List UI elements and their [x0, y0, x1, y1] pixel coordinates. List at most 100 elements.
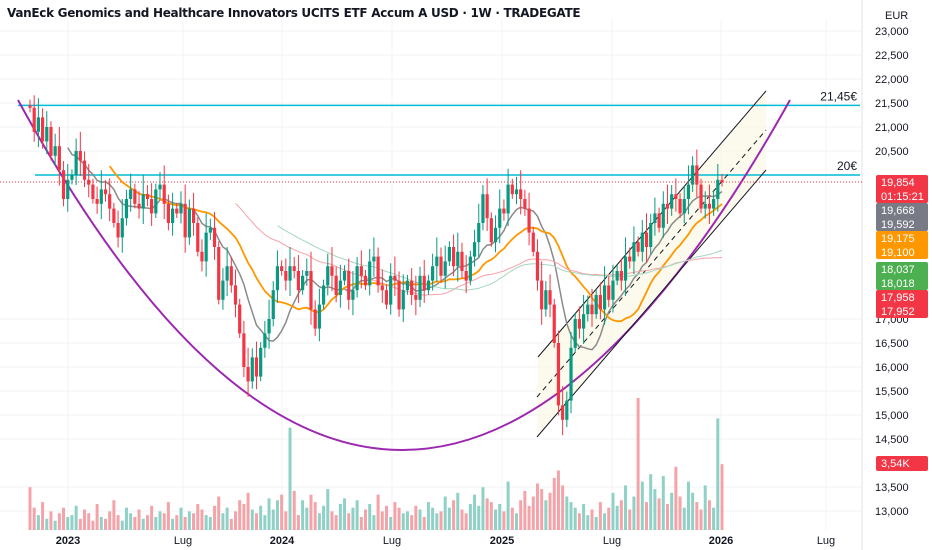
- candle-body: [657, 213, 661, 228]
- candle-body: [246, 367, 250, 382]
- candle-body: [342, 271, 347, 281]
- candle-body: [426, 280, 431, 291]
- candle: [129, 173, 133, 212]
- time-axis[interactable]: 2023 Lug 2024 Lug 2025 Lug 2026 Lug: [56, 535, 835, 547]
- price-tick: 16,000: [875, 362, 909, 374]
- volume-bar: [351, 507, 355, 530]
- candle: [498, 189, 502, 244]
- candle-body: [368, 261, 372, 286]
- candle-body: [120, 218, 124, 238]
- candle: [187, 199, 191, 245]
- volume-bar: [707, 500, 711, 530]
- candle: [70, 169, 74, 185]
- candle-body: [359, 266, 363, 276]
- last-price-tag: 01:15:21: [881, 191, 924, 203]
- candle: [91, 178, 95, 204]
- candle-body: [95, 199, 99, 204]
- candle: [514, 176, 519, 205]
- candle-body: [393, 275, 397, 281]
- candle-body: [443, 261, 447, 276]
- volume-bar: [657, 498, 661, 530]
- volume-bar: [57, 513, 61, 530]
- candle-body: [422, 275, 426, 291]
- volume-bar: [527, 505, 531, 530]
- candle: [108, 178, 112, 222]
- volume-bar: [544, 500, 548, 530]
- candle: [636, 236, 640, 257]
- candle: [288, 247, 292, 296]
- candle-body: [535, 251, 540, 281]
- volume-bar: [397, 507, 401, 530]
- volume-bar: [653, 489, 657, 530]
- candle: [468, 250, 472, 286]
- candle-body: [112, 208, 116, 223]
- candle: [418, 266, 422, 308]
- volume-bar: [645, 502, 649, 530]
- candle: [544, 281, 548, 317]
- price-tick: 15,000: [875, 410, 909, 422]
- candle-body: [477, 223, 481, 243]
- volume-bar: [401, 513, 405, 530]
- candle: [347, 258, 351, 310]
- volume-bar: [250, 509, 254, 530]
- candle: [259, 342, 263, 382]
- volume-bar: [716, 418, 720, 530]
- time-tick: 2023: [56, 535, 80, 547]
- candle-body: [519, 189, 523, 199]
- volume-bar: [418, 509, 422, 530]
- candle: [49, 121, 53, 161]
- volume-bar: [502, 511, 506, 530]
- candle-body: [61, 170, 66, 199]
- ma-mid-tag: 19,100: [881, 247, 915, 259]
- candle: [133, 183, 137, 209]
- volume-bar: [280, 494, 284, 530]
- candle-body: [288, 266, 292, 281]
- candle-body: [326, 266, 330, 286]
- candle-body: [280, 266, 284, 271]
- candle-body: [208, 227, 212, 233]
- candle-body: [158, 184, 162, 190]
- candle: [284, 258, 288, 291]
- candle-body: [347, 271, 351, 300]
- candle-body: [594, 295, 598, 315]
- volume-bar: [712, 507, 716, 530]
- candle-body: [321, 285, 326, 305]
- volume-bar: [393, 502, 397, 530]
- candle-body: [544, 290, 548, 310]
- candle-body: [175, 208, 179, 214]
- price-axis[interactable]: EUR 23,000 22,500 22,000 21,500 21,000 20,500 1…: [875, 10, 909, 518]
- volume-bar: [678, 496, 682, 530]
- candle: [611, 264, 615, 313]
- candle-body: [670, 194, 674, 209]
- candle: [397, 271, 401, 317]
- volume-bar: [267, 498, 271, 530]
- volume-pane: [28, 397, 724, 530]
- candle: [225, 247, 229, 296]
- volume-bar: [221, 513, 225, 530]
- volume-bar: [481, 487, 485, 530]
- candle-body: [338, 280, 342, 295]
- volume-bar: [703, 485, 707, 530]
- candle: [489, 212, 493, 247]
- candle-body: [716, 179, 720, 199]
- candle: [464, 255, 468, 294]
- volume-bar: [208, 516, 212, 530]
- candle-body: [451, 247, 456, 267]
- candle-body: [53, 146, 57, 156]
- candle: [376, 247, 380, 293]
- candle: [158, 172, 162, 200]
- volume-bar: [556, 470, 560, 530]
- candle-body: [187, 208, 191, 238]
- resistance-label-mid: 20€: [837, 159, 857, 173]
- candle-body: [145, 194, 150, 199]
- volume-bar: [665, 503, 669, 530]
- candle-body: [108, 194, 112, 209]
- candle: [351, 271, 355, 316]
- volume-bar: [431, 507, 435, 530]
- candle: [212, 211, 217, 260]
- candle-body: [103, 189, 108, 195]
- volume-bar: [686, 481, 690, 530]
- candle-body: [91, 184, 95, 199]
- volume-bar: [53, 520, 57, 530]
